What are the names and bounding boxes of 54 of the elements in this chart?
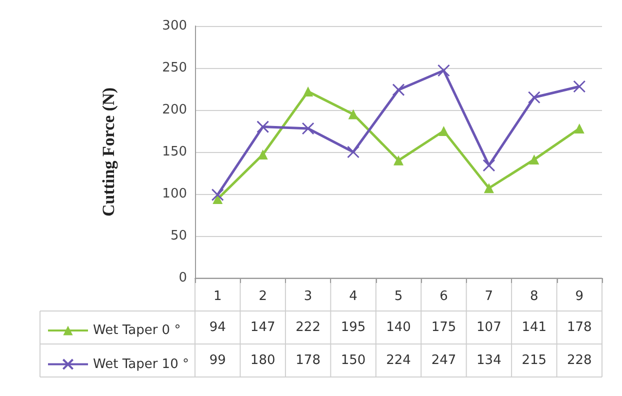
x-tick-label: 1 [213,289,222,304]
legend-label: Wet Taper 0 ° [93,323,181,338]
data-label: 247 [431,353,456,368]
data-label: 228 [566,353,592,368]
data-label: 107 [476,320,502,335]
y-tick-label: 250 [162,60,187,76]
point [482,159,496,172]
data-label: 99 [209,353,226,368]
data-label: 147 [250,320,276,335]
point [347,146,360,158]
data-label: 134 [476,353,502,368]
x-tick-label: 7 [484,289,494,304]
point [438,126,449,136]
x-tick-label: 2 [258,289,267,304]
point [348,109,358,120]
point [484,183,494,194]
point [211,188,224,202]
point [574,123,584,134]
x-tick-label: 5 [394,289,403,304]
data-label: 215 [522,353,547,368]
point [392,84,405,96]
data-label: 150 [340,353,366,368]
y-tick-label: 100 [162,186,187,202]
data-label: 222 [296,320,320,335]
x-tick-label: 6 [440,289,448,304]
data-label: 178 [566,320,592,335]
point [394,155,404,166]
y-tick-label: 150 [162,144,187,160]
data-label: 178 [296,353,320,368]
point [303,86,314,97]
y-tick-label: 300 [162,18,187,34]
data-label: 180 [250,353,276,368]
point [256,120,270,134]
point [529,154,540,165]
data-label: 224 [386,353,411,368]
x-tick-label: 3 [304,289,312,304]
point [437,64,450,77]
point [302,122,314,135]
point [258,150,268,160]
x-tick-label: 8 [530,289,538,304]
x-tick-label: 9 [575,289,584,304]
y-axis-title: Cutting Force (N) [99,87,118,217]
data-label: 140 [386,320,411,335]
point [528,91,540,104]
data-label: 141 [522,320,547,335]
x-tick-label: 4 [349,289,358,304]
data-label: 195 [340,320,366,335]
legend-label: Wet Taper 10 ° [93,356,189,372]
y-tick-label: 50 [170,228,187,244]
y-tick-label: 200 [162,102,187,118]
data-label: 175 [431,320,456,335]
data-label: 94 [209,320,226,335]
point [573,80,586,93]
y-tick-label: 0 [178,270,187,286]
